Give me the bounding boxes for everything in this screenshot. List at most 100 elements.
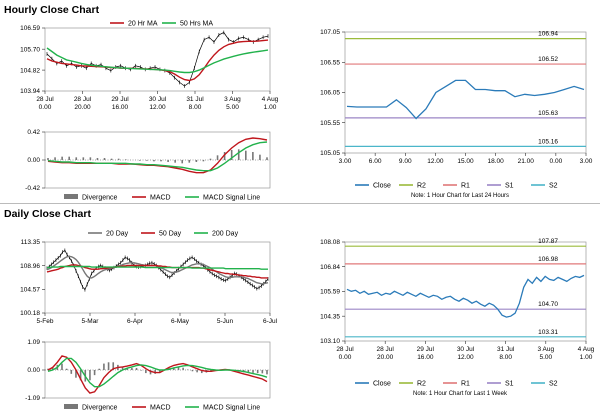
x-tick-label: 21.00	[518, 158, 535, 165]
legend-r2-label: R2	[417, 381, 426, 388]
y-tick-label: -1.09	[25, 395, 40, 402]
close-line	[346, 274, 585, 318]
y-tick-label: 113.35	[21, 239, 41, 246]
y-tick-label: 105.70	[20, 46, 40, 53]
y-tick-label: 104.82	[20, 67, 40, 74]
legend-s2-label: S2	[549, 381, 558, 388]
x-tick-time: 20.00	[377, 354, 394, 361]
legend-ma50-day-line-label: 50 Day	[159, 231, 182, 238]
macd-signal-line	[47, 141, 268, 172]
y-tick-label: 0.00	[27, 367, 40, 374]
x-tick-label: 0.00	[550, 158, 563, 165]
y-tick-label: 1.09	[27, 339, 40, 346]
legend-s2-label: S2	[549, 183, 558, 190]
x-tick-time: 1.00	[580, 354, 593, 361]
y-tick-label: 106.59	[20, 25, 40, 32]
y-tick-label: -0.42	[25, 185, 40, 192]
legend-ma20-line-label: 20 Hr MA	[128, 21, 158, 28]
ma20-line	[46, 39, 269, 82]
x-tick-time: 5.00	[226, 104, 239, 111]
y-tick-label: 104.35	[320, 313, 340, 320]
level-label-r1: 106.52	[538, 56, 558, 63]
y-tick-label: 106.55	[320, 59, 340, 66]
legend-ma20-day-line-label: 20 Day	[106, 231, 129, 238]
level-label-s1: 105.63	[538, 110, 558, 117]
x-tick-label: 5-Jun	[217, 318, 234, 325]
x-tick-date: 28 Jul	[74, 96, 92, 103]
x-tick-date: 30 Jul	[457, 346, 475, 353]
x-tick-label: 5-Feb	[37, 318, 54, 325]
x-tick-label: 9.00	[399, 158, 412, 165]
ma200-day-line	[47, 265, 268, 270]
x-tick-time: 16.00	[417, 354, 434, 361]
x-tick-date: 3 Aug	[224, 96, 241, 103]
x-tick-label: 3.00	[339, 158, 352, 165]
x-tick-time: 8.00	[189, 104, 202, 111]
section-divider	[0, 203, 600, 204]
x-tick-label: 18.00	[487, 158, 504, 165]
y-tick-label: 105.55	[320, 120, 340, 127]
x-tick-date: 31 Jul	[186, 96, 204, 103]
x-tick-date: 29 Jul	[417, 346, 435, 353]
y-tick-label: 103.10	[320, 338, 340, 345]
chart-note: Note: 1 Hour Chart for Last 1 Week	[413, 391, 508, 397]
close-line	[346, 79, 585, 120]
x-tick-time: 12.00	[457, 354, 474, 361]
legend-divergence-label: Divergence	[82, 405, 118, 412]
x-tick-time: 5.00	[540, 354, 553, 361]
ma50-line	[46, 47, 269, 74]
daily-close-levels-chart: 108.08 106.84 105.59 104.35 103.10 107.87 106.…	[320, 238, 595, 397]
level-label-s2: 105.16	[538, 138, 558, 145]
hourly-section-title: Hourly Close Chart	[4, 4, 100, 16]
x-tick-date: 28 Jul	[376, 346, 394, 353]
y-tick-label: 104.57	[20, 287, 40, 294]
legend-close-label: Close	[373, 381, 391, 388]
plot-frame	[44, 241, 271, 314]
y-tick-label: 100.18	[20, 310, 40, 317]
legend-r1-label: R1	[461, 381, 470, 388]
level-label-s1: 104.70	[538, 301, 558, 308]
x-tick-time: 1.00	[264, 104, 277, 111]
x-tick-date: 29 Jul	[111, 96, 129, 103]
plot-frame	[344, 31, 587, 154]
daily-macd-chart: 1.09 0.00 -1.09 Divergence MACD MACD Signal L…	[25, 339, 271, 412]
price-line	[46, 249, 269, 291]
x-tick-label: 15.00	[457, 158, 474, 165]
level-label-s2: 103.31	[538, 329, 558, 336]
y-tick-label: 103.94	[20, 88, 40, 95]
x-tick-label: 6-Jul	[263, 318, 278, 325]
legend-r2-label: R2	[417, 183, 426, 190]
legend-macd-signal-label: MACD Signal Line	[203, 195, 260, 202]
x-tick-label: 6-May	[171, 318, 190, 325]
level-label-r2: 107.87	[538, 238, 558, 245]
x-tick-label: 6-Apr	[127, 318, 144, 325]
y-tick-label: 0.00	[27, 157, 40, 164]
y-tick-label: 105.59	[320, 289, 340, 296]
level-label-r1: 106.98	[538, 256, 558, 263]
y-tick-label: 106.05	[320, 90, 340, 97]
x-tick-date: 31 Jul	[497, 346, 515, 353]
x-tick-date: 30 Jul	[149, 96, 167, 103]
y-tick-label: 106.84	[320, 264, 340, 271]
x-tick-label: 6.00	[369, 158, 382, 165]
daily-section-title: Daily Close Chart	[4, 208, 91, 220]
hourly-macd-chart: 0.42 0.00 -0.42 Divergence MACD MACD Signal L…	[25, 129, 271, 202]
x-tick-date: 28 Jul	[36, 96, 54, 103]
x-tick-time: 8.00	[499, 354, 512, 361]
y-tick-label: 108.96	[20, 263, 40, 270]
legend-macd-signal-label: MACD Signal Line	[203, 405, 260, 412]
legend-close-label: Close	[373, 183, 391, 190]
price-line	[46, 32, 269, 87]
x-tick-date: 28 Jul	[336, 346, 354, 353]
legend-macd-label: MACD	[150, 405, 171, 412]
legend-ma200-day-line-label: 200 Day	[212, 231, 239, 238]
legend-s1-label: S1	[505, 183, 514, 190]
ma20-day-line	[46, 255, 269, 285]
x-tick-time: 0.00	[339, 354, 352, 361]
y-tick-label: 107.05	[320, 29, 340, 36]
chart-note: Note: 1 Hour Chart for Last 24 Hours	[411, 193, 509, 199]
legend-divergence-label: Divergence	[82, 195, 118, 202]
x-tick-label: 12.00	[427, 158, 444, 165]
legend-divergence-swatch	[64, 194, 78, 199]
x-tick-time: 12.00	[149, 104, 166, 111]
